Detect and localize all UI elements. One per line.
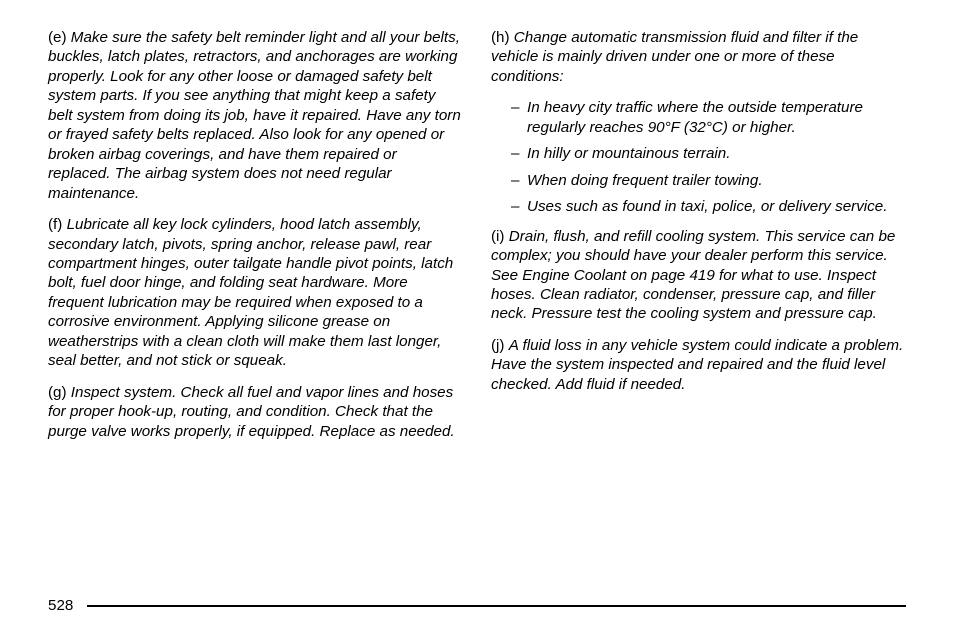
marker-i: (i) [491,228,505,245]
text-h: Change automatic transmission fluid and … [491,29,858,85]
page-footer: 528 [48,597,906,614]
text-e: Make sure the safety belt reminder light… [48,29,461,202]
marker-g: (g) [48,384,67,401]
footer-rule [87,605,906,607]
content-columns: (e) Make sure the safety belt reminder l… [48,28,906,453]
list-item: In heavy city traffic where the outside … [511,98,906,137]
marker-j: (j) [491,337,505,354]
marker-f: (f) [48,216,62,233]
list-item: In hilly or mountainous terrain. [511,144,906,163]
paragraph-g: (g) Inspect system. Check all fuel and v… [48,383,463,441]
text-i: Drain, flush, and refill cooling system.… [491,228,895,323]
condition-list: In heavy city traffic where the outside … [491,98,906,216]
paragraph-i: (i) Drain, flush, and refill cooling sys… [491,227,906,324]
list-item: Uses such as found in taxi, police, or d… [511,197,906,216]
text-f: Lubricate all key lock cylinders, hood l… [48,216,453,369]
paragraph-e: (e) Make sure the safety belt reminder l… [48,28,463,203]
text-j: A fluid loss in any vehicle system could… [491,337,903,393]
text-g: Inspect system. Check all fuel and vapor… [48,384,455,440]
left-column: (e) Make sure the safety belt reminder l… [48,28,463,453]
paragraph-j: (j) A fluid loss in any vehicle system c… [491,336,906,394]
right-column: (h) Change automatic transmission fluid … [491,28,906,453]
page-number: 528 [48,597,73,614]
marker-h: (h) [491,29,510,46]
list-item: When doing frequent trailer towing. [511,171,906,190]
marker-e: (e) [48,29,67,46]
paragraph-f: (f) Lubricate all key lock cylinders, ho… [48,215,463,371]
paragraph-h: (h) Change automatic transmission fluid … [491,28,906,86]
